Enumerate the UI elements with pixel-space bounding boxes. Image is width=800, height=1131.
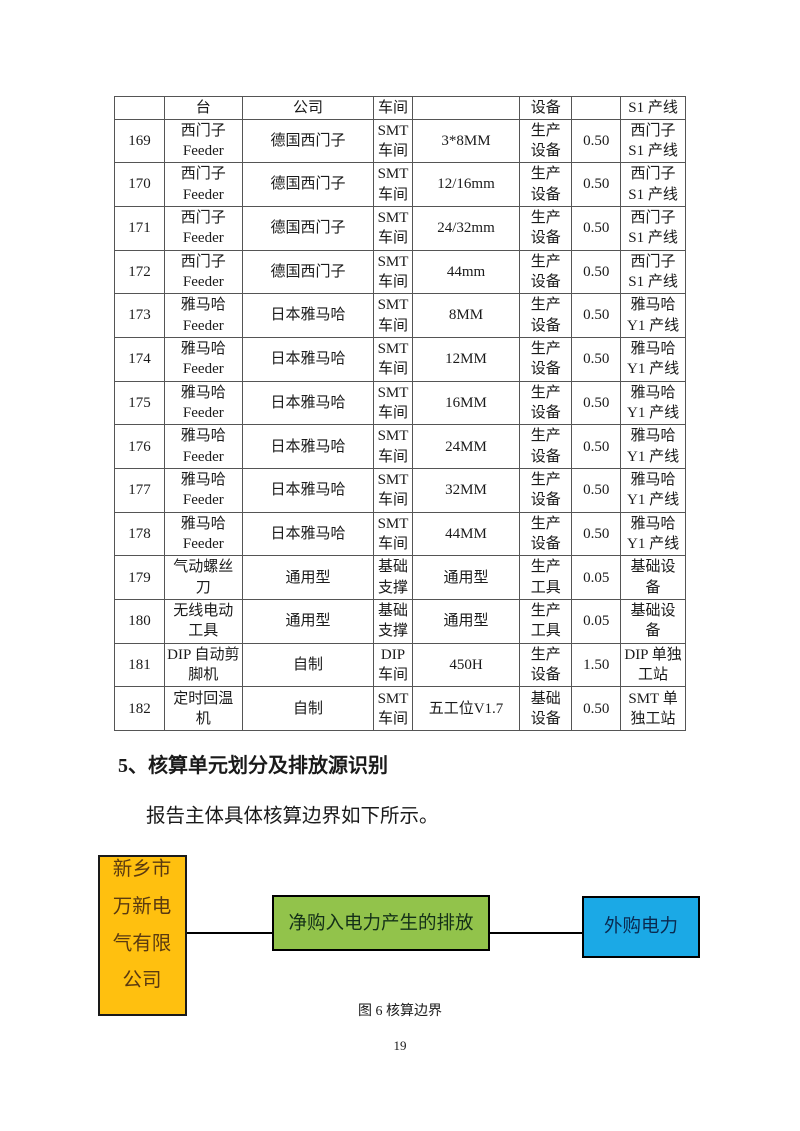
svg-text:公司: 公司 xyxy=(122,970,161,991)
svg-text:气有限: 气有限 xyxy=(113,932,172,954)
svg-text:净购入电力产生的排放: 净购入电力产生的排放 xyxy=(288,913,473,934)
svg-text:万新电: 万新电 xyxy=(113,896,172,918)
svg-text:外购电力: 外购电力 xyxy=(604,916,678,937)
svg-text:新乡市: 新乡市 xyxy=(113,858,172,880)
